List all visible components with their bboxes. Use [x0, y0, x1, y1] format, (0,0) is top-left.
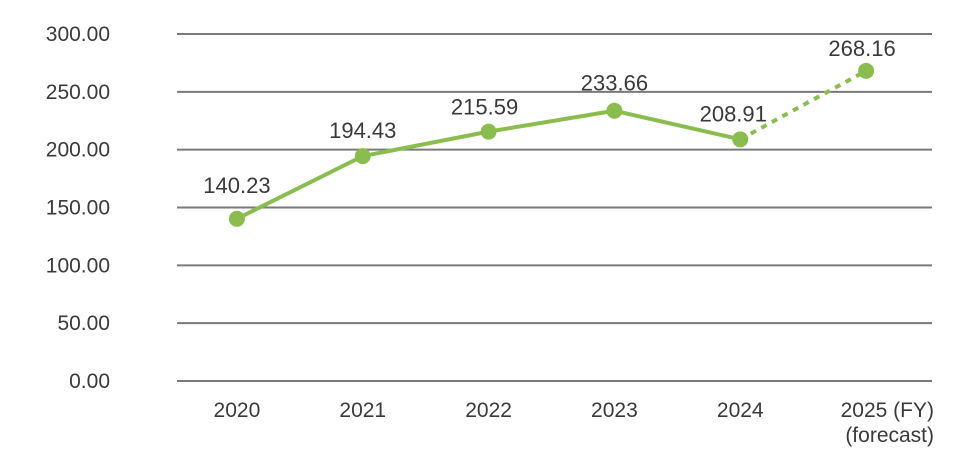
gridlines	[177, 33, 932, 382]
data-point-marker	[606, 102, 623, 119]
data-labels: 140.23 194.43 215.59 233.66 208.91 268.16	[203, 36, 895, 198]
data-label: 215.59	[451, 95, 518, 120]
x-tick-label: 2020	[214, 399, 261, 422]
y-tick-label: 50.00	[57, 312, 110, 335]
data-point-marker	[354, 148, 371, 165]
data-point-marker	[480, 123, 497, 140]
y-tick-label: 150.00	[46, 197, 110, 220]
x-tick-label: (forecast)	[845, 424, 934, 447]
y-tick-label: 0.00	[69, 370, 110, 393]
series-markers	[228, 62, 875, 227]
x-tick-label: 2025 (FY)	[841, 399, 934, 422]
x-tick-label: 2021	[339, 399, 386, 422]
data-point-marker	[228, 210, 245, 227]
y-tick-label: 300.00	[46, 23, 110, 46]
x-tick-label: 2023	[591, 399, 638, 422]
series-line	[236, 69, 868, 221]
data-point-marker	[732, 131, 749, 148]
x-tick-label: 2022	[465, 399, 512, 422]
data-label: 194.43	[329, 118, 396, 143]
y-axis-labels: 0.00 50.00 100.00 150.00 200.00 250.00 300.00	[46, 23, 110, 393]
data-label: 233.66	[581, 71, 648, 96]
data-label: 208.91	[700, 101, 767, 126]
data-point-marker	[858, 62, 875, 79]
data-label: 140.23	[203, 173, 270, 198]
x-tick-label: 2024	[717, 399, 764, 422]
data-label: 268.16	[828, 36, 895, 61]
y-tick-label: 250.00	[46, 81, 110, 104]
y-tick-label: 100.00	[46, 254, 110, 277]
x-axis-labels: 2020 2021 2022 2023 2024 2025 (FY)(forecast)	[214, 399, 934, 447]
y-tick-label: 200.00	[46, 139, 110, 162]
